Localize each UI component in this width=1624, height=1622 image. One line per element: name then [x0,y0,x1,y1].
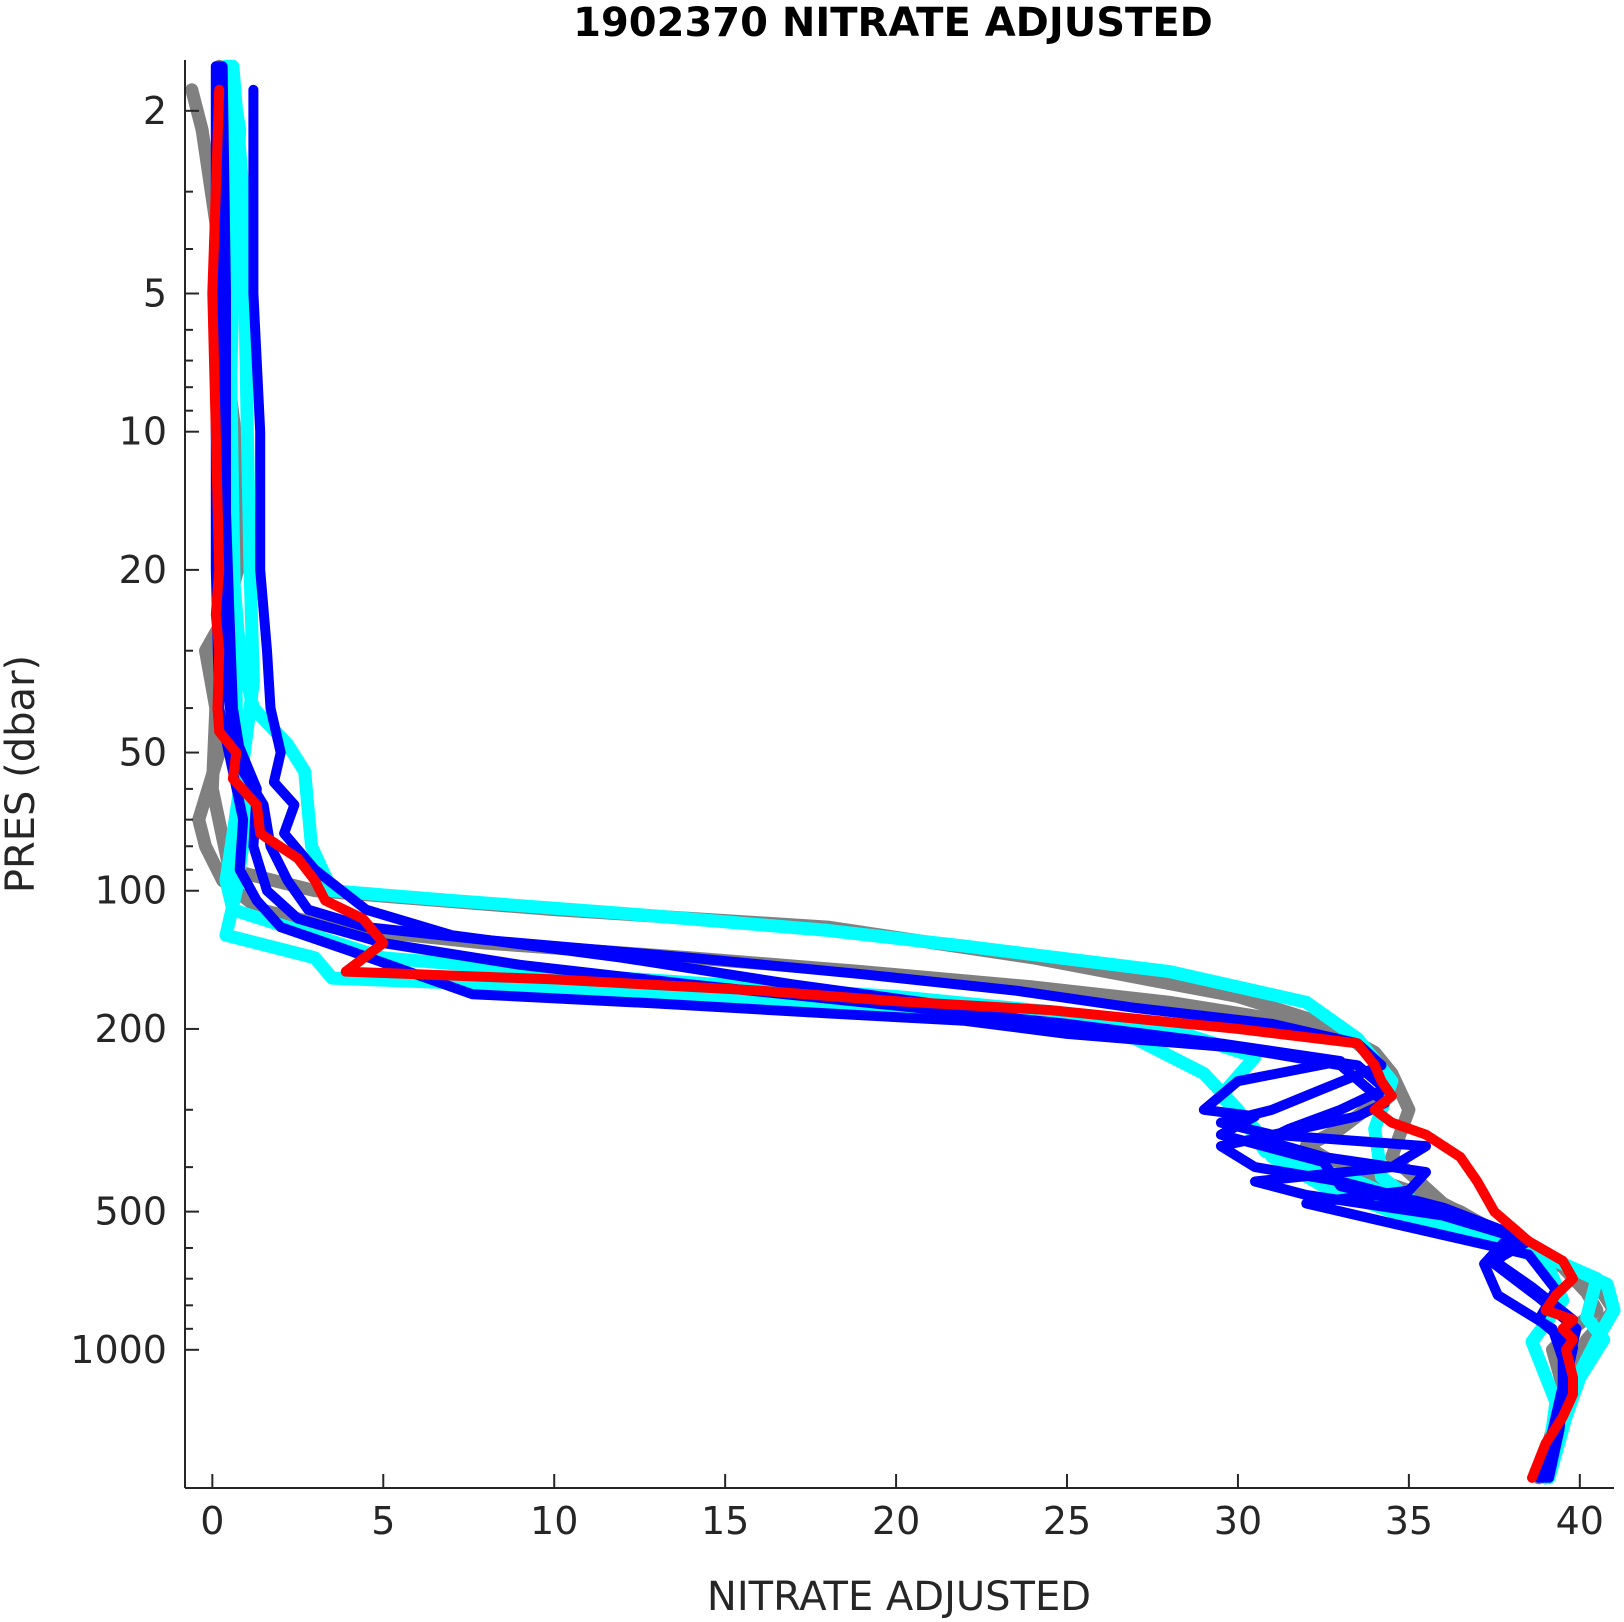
x-tick-label: 5 [371,1499,395,1543]
blue-profile-line-6 [248,84,1578,1483]
red-profile-line-10 [207,84,1578,1483]
cyan-profile-line-4 [219,59,1611,1485]
x-tick-label: 30 [1214,1499,1262,1543]
y-tick-label: 5 [143,271,167,315]
x-tick-label: 10 [530,1499,578,1543]
x-tick-label: 40 [1556,1499,1604,1543]
axes [184,60,1614,1489]
x-tick-label: 25 [1043,1499,1091,1543]
series-layer [185,59,1621,1485]
y-tick-label: 200 [94,1007,167,1051]
y-tick-label: 10 [119,410,167,454]
y-ticks: 2 5 10 20 50 100 200 500 1000 [70,89,199,1489]
y-tick-label: 1000 [70,1328,167,1372]
blue-profile-line-9 [210,61,1582,1483]
y-tick-label: 2 [143,89,167,133]
cyan-profile-line-5 [219,59,1570,1485]
y-tick-label: 50 [119,731,167,775]
x-tick-label: 0 [200,1499,224,1543]
x-tick-label: 35 [1385,1499,1433,1543]
blue-profile-line-8 [214,61,1572,1483]
x-tick-label: 20 [872,1499,920,1543]
x-tick-label: 15 [701,1499,749,1543]
gray-profile-line-2 [205,59,1621,1485]
y-tick-label: 20 [119,548,167,592]
chart-title: 1902370 NITRATE ADJUSTED [573,0,1213,46]
blue-profile-line-7 [217,61,1578,1483]
cyan-profile-line-3 [222,59,1621,1485]
y-tick-label: 100 [94,869,167,913]
y-axis-label: PRES (dbar) [0,655,44,893]
y-tick-label: 500 [94,1190,167,1234]
gray-profile-line-1 [185,83,1604,1485]
x-axis-label: NITRATE ADJUSTED [707,1574,1091,1620]
x-ticks: 0 5 10 15 20 25 30 35 40 [200,1474,1604,1543]
